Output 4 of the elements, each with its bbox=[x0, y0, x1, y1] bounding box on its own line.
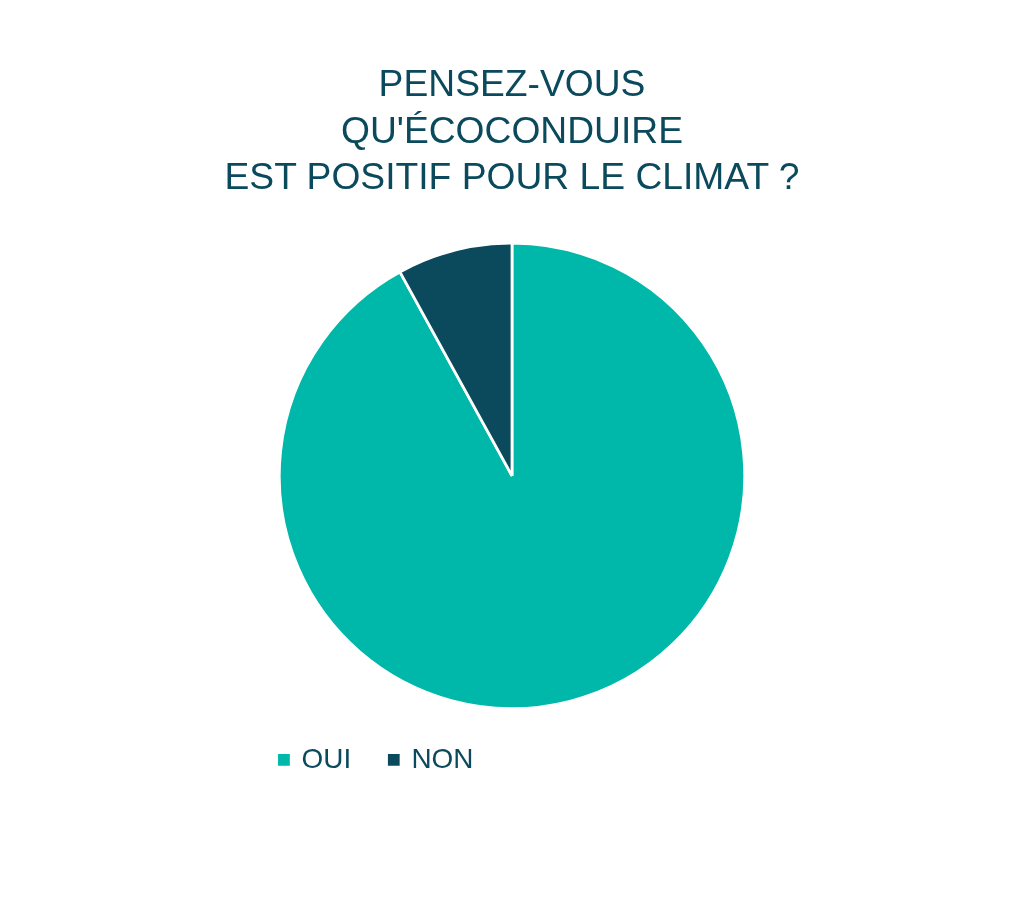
legend-label: OUI bbox=[301, 743, 352, 775]
legend-label: NON bbox=[411, 743, 474, 775]
chart-title: PENSEZ-VOUS QU'ÉCOCONDUIRE EST POSITIF POUR LE CLIMAT ? bbox=[224, 62, 800, 198]
pie-slice bbox=[278, 241, 747, 710]
